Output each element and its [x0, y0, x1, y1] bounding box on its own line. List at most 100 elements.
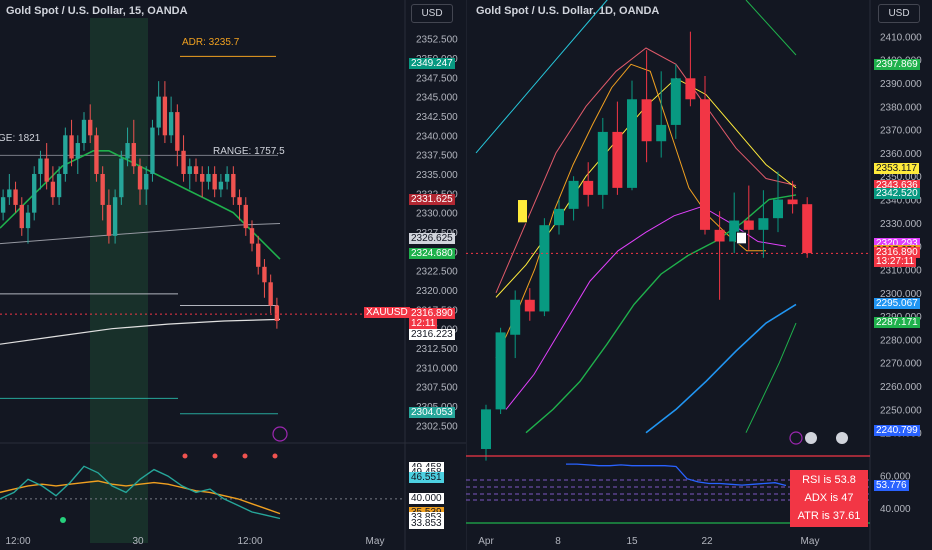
right-y-tick: 2380.000: [880, 102, 922, 113]
left-y-tick: 2307.500: [416, 383, 458, 394]
lightning-icon: [272, 426, 288, 442]
range-label-left: GE: 1821: [0, 133, 41, 144]
left-candle: [56, 173, 62, 198]
left-candle: [193, 166, 199, 174]
us-flag-icon: [805, 432, 817, 444]
left-chart-panel[interactable]: Gold Spot / U.S. Dollar, 15, OANDA USD 2…: [0, 0, 466, 550]
right-y-tick: 2330.000: [880, 219, 922, 230]
left-candle: [44, 158, 49, 182]
right-candle: [802, 204, 813, 254]
left-candle: [119, 158, 124, 198]
left-candle: [224, 173, 230, 182]
left-candle: [268, 282, 273, 306]
left-candle: [206, 173, 211, 182]
osc-badge: 46.551: [409, 471, 444, 483]
us-flag-icon: [836, 432, 848, 444]
right-candle: [641, 99, 652, 142]
rsi-label: RSI is 53.8: [790, 470, 868, 491]
right-price-chart[interactable]: 2410.0002400.0002390.0002380.0002370.000…: [466, 0, 932, 550]
right-price-badge: 2316.890: [874, 247, 920, 259]
left-candle: [256, 243, 261, 267]
left-candle: [237, 197, 242, 205]
left-x-tick: 30: [132, 536, 144, 547]
lightning-icon: [789, 431, 803, 445]
left-price-badge: 2304.053: [409, 407, 455, 419]
osc-badge: 33.853: [409, 517, 444, 529]
right-candle: [583, 180, 594, 195]
left-symbol-tag: XAUUSD: [364, 307, 410, 318]
right-candle: [758, 218, 769, 230]
right-price-badge: 2353.117: [874, 162, 919, 174]
left-price-badge: 2326.625: [409, 232, 455, 244]
right-chart-panel[interactable]: Gold Spot / U.S. Dollar, 1D, OANDA USD 2…: [466, 0, 932, 550]
left-y-tick: 2302.500: [416, 421, 458, 432]
left-y-tick: 2340.000: [416, 131, 458, 142]
gray-band-line: [0, 223, 281, 245]
left-candle: [218, 181, 224, 190]
left-candle: [162, 96, 168, 136]
right-x-tick: 15: [626, 536, 638, 547]
left-candle: [32, 173, 37, 213]
left-y-tick: 2312.500: [416, 344, 458, 355]
left-candle: [231, 173, 236, 198]
range-label-right: RANGE: 1757.5: [213, 146, 285, 157]
left-candle: [131, 143, 136, 167]
left-y-tick: 2322.500: [416, 267, 458, 278]
left-price-badge: 2349.247: [409, 57, 455, 69]
right-price-badge: 2320.293: [874, 237, 920, 249]
right-candle: [743, 220, 754, 230]
osc-signal-dot: [272, 453, 278, 459]
right-price-badge: 2240.799: [874, 424, 920, 436]
left-candle: [75, 143, 80, 159]
right-candle: [714, 229, 725, 242]
right-price-badge: 2295.067: [874, 298, 920, 310]
left-candle: [63, 135, 68, 174]
right-candle: [773, 199, 783, 219]
left-candle: [25, 212, 31, 229]
right-candle: [700, 99, 710, 230]
right-y-tick: 2310.000: [880, 265, 922, 276]
blue-upper-band: [475, 0, 608, 154]
left-candle: [69, 135, 74, 159]
right-y-tick: 2390.000: [880, 79, 922, 90]
right-y-tick: 2410.000: [880, 32, 922, 43]
green-top-line: [745, 0, 797, 56]
left-candle: [13, 189, 18, 205]
right-x-tick: 22: [701, 536, 713, 547]
left-y-tick: 2342.500: [416, 112, 458, 123]
left-price-chart[interactable]: 2352.5002350.0002347.5002345.0002342.500…: [0, 0, 466, 550]
left-x-tick: 12:00: [5, 536, 30, 547]
osc-y-tick: 40.000: [880, 504, 911, 515]
green-line: [525, 194, 797, 434]
adx-label: ADX is 47: [790, 488, 868, 509]
right-y-tick: 2360.000: [880, 149, 922, 160]
left-price-badge: 2324.680: [409, 247, 455, 259]
left-currency-button[interactable]: USD: [411, 4, 453, 23]
right-candle: [481, 409, 491, 449]
right-candle: [656, 124, 667, 142]
right-x-tick: May: [801, 536, 820, 547]
right-currency-button[interactable]: USD: [878, 4, 920, 23]
left-candle: [212, 173, 217, 190]
session-highlight: [90, 18, 148, 543]
left-candle: [175, 112, 180, 151]
signal-candle: [517, 199, 528, 224]
right-price-badge: 2342.520: [874, 187, 920, 199]
left-candle: [7, 189, 12, 198]
right-y-tick: 2260.000: [880, 382, 922, 393]
left-candle: [38, 158, 43, 174]
left-y-tick: 2345.000: [416, 93, 458, 104]
left-y-tick: 2347.500: [416, 73, 458, 84]
left-candle: [100, 173, 105, 205]
left-price-badge: 2316.223: [409, 328, 455, 340]
left-candle: [125, 143, 130, 159]
left-candle: [137, 166, 143, 190]
left-y-tick: 2352.500: [416, 35, 458, 46]
right-candle: [524, 299, 535, 312]
right-candle: [627, 99, 637, 188]
left-x-tick: May: [366, 536, 385, 547]
right-candle: [495, 332, 506, 410]
left-candle: [94, 135, 99, 174]
left-candle: [249, 228, 255, 244]
right-candle: [568, 180, 579, 209]
